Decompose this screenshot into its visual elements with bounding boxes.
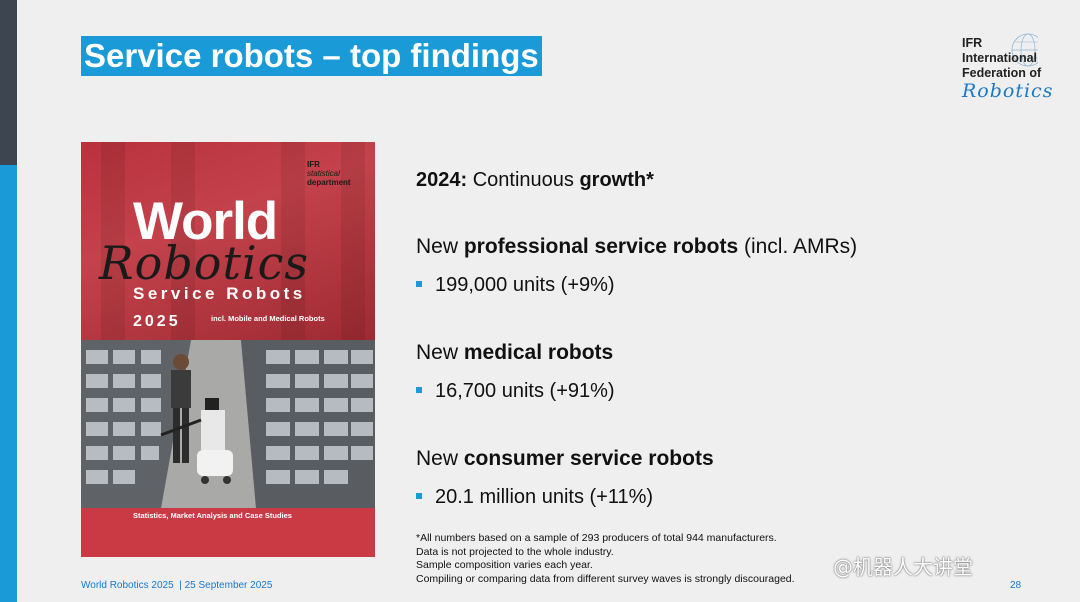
bullet-square-icon: [416, 386, 422, 393]
logo-line-international: International: [962, 51, 1038, 65]
section-consumer-value: 20.1 million units (+11%): [416, 484, 653, 510]
section-pre: New: [416, 447, 464, 470]
cover-title-robotics: Robotics: [99, 236, 310, 290]
logo-script-robotics: Robotics: [962, 80, 1054, 102]
cover-year: 2025: [133, 313, 181, 330]
headline-year: 2024:: [416, 169, 468, 191]
section-bold: professional service robots: [463, 235, 739, 258]
watermark: @机器人大讲堂: [833, 555, 973, 579]
page-number: 28: [1010, 580, 1022, 591]
cover-ifr-badge: IFR statistical department: [307, 160, 351, 187]
section-medical-heading: New medical robots: [416, 340, 613, 366]
footer-source: World Robotics 2025 | 25 September 2025: [81, 580, 273, 591]
footnote-line: Compiling or comparing data from differe…: [416, 572, 795, 585]
section-professional-value: 199,000 units (+9%): [416, 272, 615, 298]
footnote-line: *All numbers based on a sample of 293 pr…: [416, 532, 777, 544]
section-post: (incl. AMRs): [738, 235, 858, 258]
bullet-square-icon: [416, 492, 422, 499]
cover-ifr-line2: statistical: [307, 169, 340, 178]
cover-title-service: Service Robots: [133, 284, 306, 303]
section-pre: New: [416, 341, 464, 364]
report-cover-image: IFR statistical department World Robotic…: [81, 142, 375, 557]
bullet-text: 20.1 million units (+11%): [435, 486, 654, 508]
section-bold: consumer service robots: [463, 447, 714, 470]
bullet-square-icon: [416, 280, 422, 287]
cover-bottom-text: Statistics, Market Analysis and Case Stu…: [133, 511, 292, 520]
cover-ifr-line3: department: [307, 178, 351, 187]
section-professional-heading: New professional service robots (incl. A…: [416, 234, 857, 260]
ifr-logo: IFR International Federation of Robotics: [962, 33, 1062, 102]
bullet-text: 199,000 units (+9%): [435, 274, 615, 296]
cover-subtitle: incl. Mobile and Medical Robots: [211, 314, 325, 323]
cover-ifr-line1: IFR: [307, 160, 320, 169]
headline-mid: Continuous: [467, 169, 580, 191]
cover-shelf-ghost: [101, 142, 125, 340]
section-bold: medical robots: [463, 341, 614, 364]
slide-title: Service robots – top findings: [81, 36, 542, 76]
logo-line-ifr: IFR: [962, 36, 983, 50]
side-accent-bar-top: [0, 0, 17, 165]
globe-icon: [1011, 33, 1038, 67]
cover-top-panel: [81, 142, 375, 340]
bullet-text: 16,700 units (+91%): [435, 380, 615, 402]
warehouse-illustration: [81, 340, 375, 508]
logo-line-federation: Federation of: [962, 66, 1042, 80]
headline-growth: growth*: [579, 169, 654, 191]
section-pre: New: [416, 235, 464, 258]
cover-title-world: World: [133, 192, 278, 251]
headline-2024: 2024: Continuous growth*: [416, 167, 654, 193]
footnote-line: Data is not projected to the whole indus…: [416, 545, 614, 558]
footnote: *All numbers based on a sample of 293 pr…: [416, 532, 795, 586]
cover-shelf-ghost: [171, 142, 195, 340]
section-medical-value: 16,700 units (+91%): [416, 378, 615, 404]
cover-warehouse-photo: [81, 340, 375, 508]
section-consumer-heading: New consumer service robots: [416, 446, 714, 472]
footnote-line: Sample composition varies each year.: [416, 559, 593, 571]
cover-shelf-ghost: [281, 142, 305, 340]
cover-shelf-ghost: [341, 142, 365, 340]
